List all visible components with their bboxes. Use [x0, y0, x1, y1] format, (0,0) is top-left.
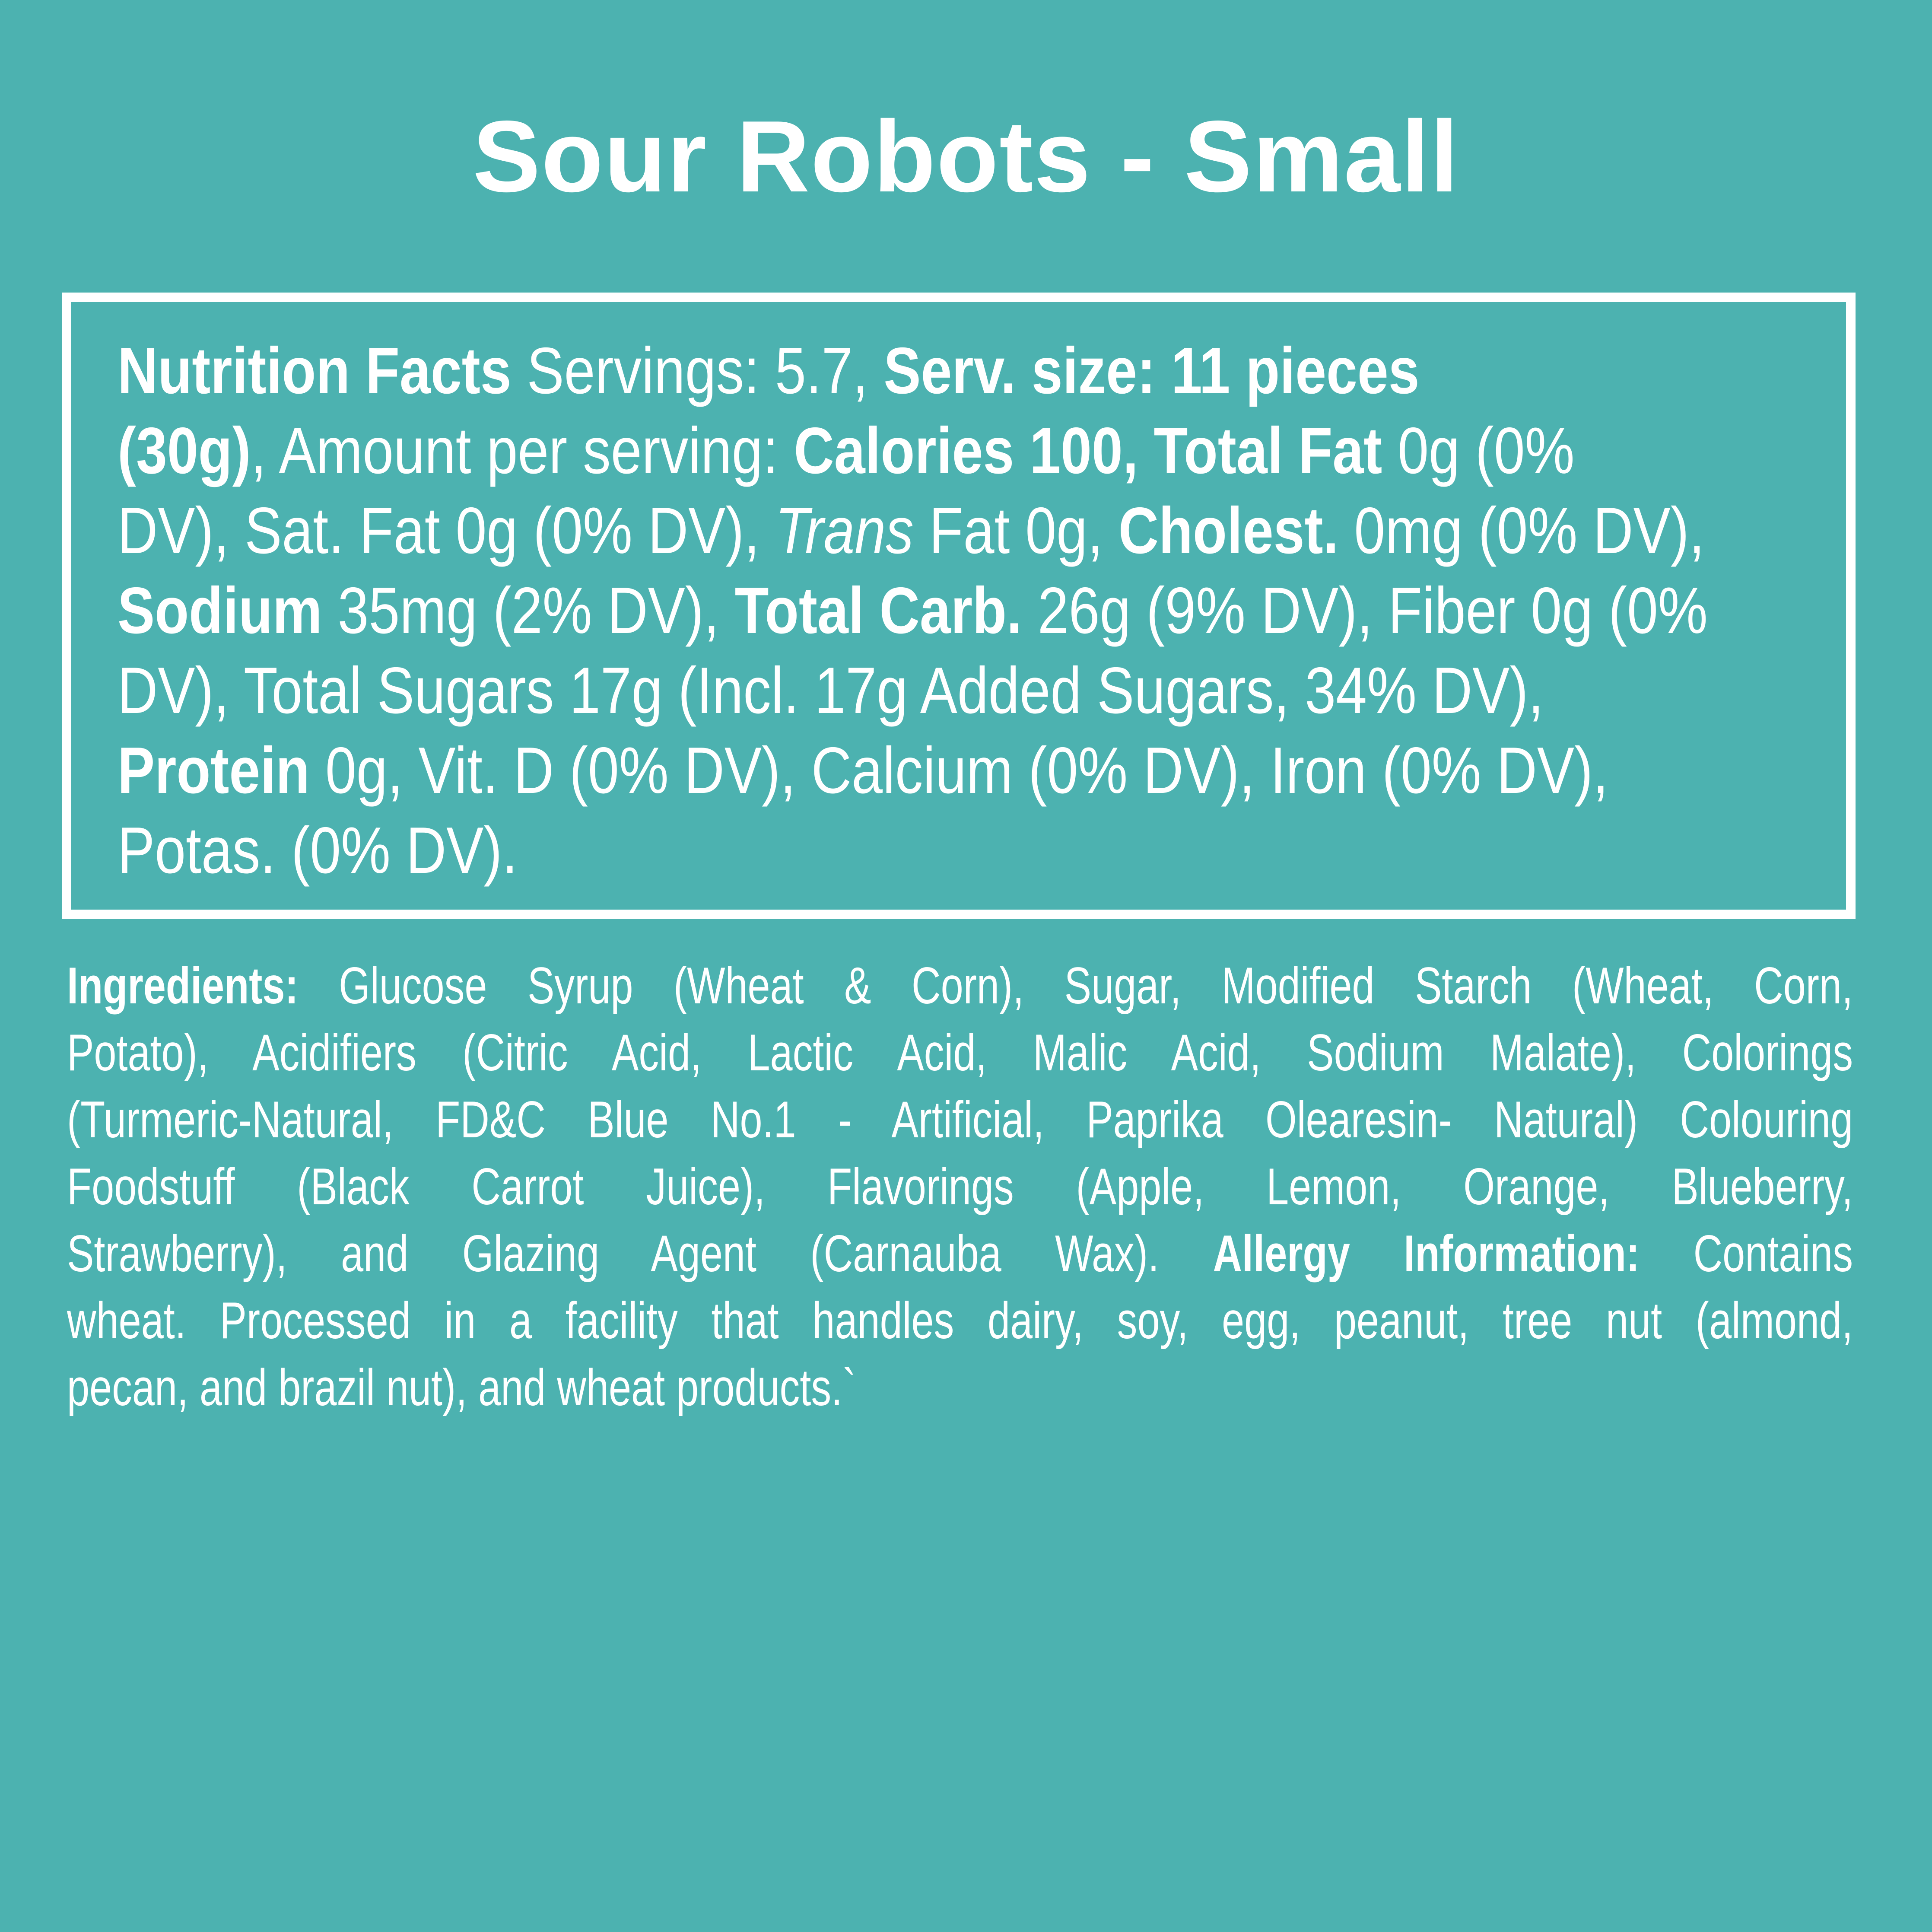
nutrition-line: DV), Sat. Fat 0g (0% DV), Trans Fat 0g, …: [118, 494, 1705, 567]
ingredients-line: Foodstuff (Black Carrot Juice), Flavorin…: [67, 1158, 1853, 1216]
nutrition-line: (30g), Amount per serving: Calories 100,…: [118, 414, 1575, 487]
ingredients-line: Potato), Acidifiers (Citric Acid, Lactic…: [67, 1024, 1853, 1082]
nutrition-line: Nutrition Facts Servings: 5.7, Serv. siz…: [118, 334, 1420, 407]
ingredients-line: Ingredients: Glucose Syrup (Wheat & Corn…: [67, 957, 1853, 1015]
nutrition-line: Sodium 35mg (2% DV), Total Carb. 26g (9%…: [118, 574, 1708, 647]
ingredients-paragraph: Ingredients: Glucose Syrup (Wheat & Corn…: [67, 952, 1853, 1421]
ingredients-line: pecan, and brazil nut), and wheat produc…: [67, 1359, 856, 1416]
nutrition-line: Protein 0g, Vit. D (0% DV), Calcium (0% …: [118, 734, 1608, 807]
nutrition-facts-box: Nutrition Facts Servings: 5.7, Serv. siz…: [62, 293, 1856, 919]
nutrition-facts-text: Nutrition Facts Servings: 5.7, Serv. siz…: [118, 331, 1829, 891]
ingredients-line: (Turmeric-Natural, FD&C Blue No.1 - Arti…: [67, 1091, 1853, 1149]
ingredients-line: wheat. Processed in a facility that hand…: [67, 1292, 1853, 1350]
ingredients-line: Strawberry), and Glazing Agent (Carnauba…: [67, 1225, 1853, 1283]
product-title: Sour Robots - Small: [473, 99, 1459, 213]
nutrition-line: Potas. (0% DV).: [118, 814, 518, 887]
nutrition-line: DV), Total Sugars 17g (Incl. 17g Added S…: [118, 654, 1544, 727]
